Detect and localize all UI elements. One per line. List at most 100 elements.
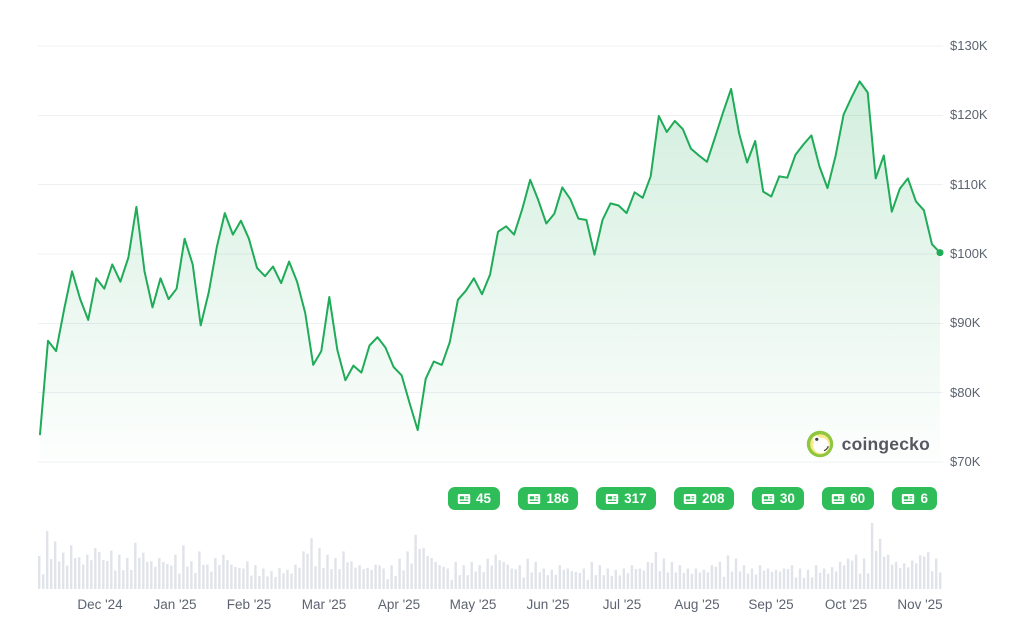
news-icon: [761, 493, 775, 504]
volume-bar: [262, 568, 265, 589]
volume-bar: [874, 550, 878, 589]
y-axis-label: $120K: [950, 107, 988, 122]
y-axis-label: $100K: [950, 246, 988, 261]
volume-bar: [322, 567, 325, 589]
price-area: [40, 81, 940, 460]
volume-bar: [346, 562, 349, 589]
volume-bar: [530, 572, 533, 589]
volume-bar: [606, 568, 609, 589]
volume-bar: [178, 573, 181, 589]
volume-bar: [658, 571, 662, 589]
coingecko-wordmark: coingecko: [841, 433, 930, 454]
volume-bar: [406, 551, 409, 589]
volume-bar: [923, 556, 926, 589]
news-badge[interactable]: 30: [751, 487, 804, 510]
volume-bar: [582, 568, 585, 589]
volume-bar: [478, 565, 481, 589]
volume-bar: [38, 556, 41, 589]
volume-bar: [270, 571, 273, 589]
volume-bar: [470, 561, 473, 589]
volume-bar: [754, 574, 758, 589]
x-axis-label: Jun '25: [526, 597, 570, 612]
volume-bar: [170, 565, 173, 589]
volume-bar: [250, 575, 253, 589]
price-chart[interactable]: [0, 0, 945, 475]
volume-bar: [86, 554, 89, 589]
volume-chart[interactable]: [0, 514, 945, 590]
volume-bar: [118, 554, 121, 589]
volume-bar: [198, 551, 201, 589]
news-badge[interactable]: 186: [518, 487, 578, 510]
volume-bar: [538, 572, 541, 589]
volume-bar: [822, 568, 826, 589]
news-count: 30: [779, 491, 795, 506]
volume-bar: [154, 566, 157, 589]
volume-bar: [54, 541, 57, 589]
volume-bar: [430, 558, 433, 589]
y-axis-label: $110K: [950, 177, 987, 192]
volume-bar: [102, 560, 105, 589]
volume-bar: [746, 573, 750, 589]
news-badge[interactable]: 317: [596, 487, 656, 510]
volume-bar: [522, 577, 525, 589]
volume-bar: [770, 571, 774, 589]
volume-bar: [258, 576, 261, 589]
volume-bar: [866, 573, 870, 589]
x-axis-label: May '25: [449, 597, 497, 612]
x-axis: Dec '24 Jan '25 Feb '25 Mar '25 Apr '25 …: [0, 597, 1024, 621]
volume-bar: [314, 566, 317, 589]
volume-bar: [506, 564, 509, 589]
news-icon: [605, 493, 619, 504]
volume-bar: [310, 538, 313, 589]
volume-bar: [638, 568, 642, 589]
news-badge[interactable]: 45: [448, 487, 501, 510]
volume-bar: [474, 571, 477, 589]
volume-bar: [334, 558, 337, 589]
volume-bar: [466, 575, 469, 589]
volume-bar: [402, 570, 405, 589]
volume-bar: [935, 558, 938, 589]
volume-bar: [630, 565, 634, 589]
volume-bar: [927, 552, 930, 589]
volume-bar: [58, 561, 61, 589]
y-axis-label: $80K: [950, 385, 981, 400]
volume-bar: [150, 561, 153, 589]
volume-bar: [158, 558, 161, 589]
volume-bar: [742, 565, 746, 589]
volume-bar: [302, 551, 305, 589]
volume-bar: [642, 570, 646, 589]
news-badges-row: 45 186 317 208 30 60 6: [448, 487, 937, 510]
volume-bar: [210, 571, 213, 589]
price-line: [39, 80, 941, 436]
volume-bar: [838, 561, 842, 589]
volume-bar: [814, 565, 818, 589]
volume-bar: [174, 554, 177, 589]
volume-bar: [366, 567, 369, 589]
volume-bar: [774, 569, 778, 589]
volume-bar: [794, 577, 798, 589]
x-axis-label: Feb '25: [226, 597, 272, 612]
volume-bar: [238, 567, 241, 589]
volume-bar: [422, 548, 425, 589]
volume-bar: [462, 565, 465, 589]
volume-bar: [442, 566, 445, 589]
volume-bar: [234, 567, 237, 589]
coingecko-watermark: coingecko: [806, 430, 930, 458]
volume-bar: [494, 554, 497, 589]
volume-bar: [706, 572, 710, 589]
volume-bar: [114, 570, 117, 589]
volume-bar: [790, 565, 794, 589]
x-axis-label: Oct '25: [824, 597, 868, 612]
news-badge[interactable]: 6: [892, 487, 937, 510]
volume-bar: [458, 575, 461, 589]
volume-bar: [326, 554, 329, 589]
news-badge[interactable]: 208: [673, 487, 734, 510]
news-icon: [528, 493, 541, 504]
volume-bar: [362, 569, 365, 589]
volume-bar: [42, 574, 45, 589]
volume-bar: [394, 576, 397, 589]
news-count: 208: [701, 491, 725, 506]
volume-bar: [702, 569, 706, 589]
news-badge[interactable]: 60: [822, 487, 875, 510]
volume-bar: [358, 565, 361, 589]
